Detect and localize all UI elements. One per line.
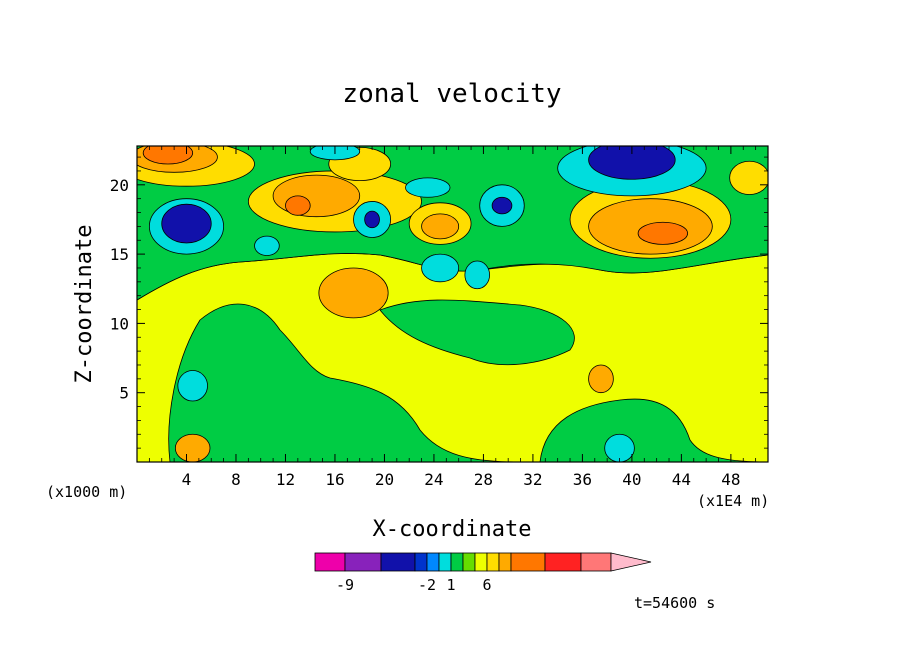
contour-region (421, 253, 460, 283)
contour-region (177, 370, 208, 402)
x-tick-label: 32 (523, 470, 542, 489)
contour-region (285, 195, 311, 216)
colorbar-tick-label: -9 (336, 576, 354, 594)
x-tick-label: 48 (721, 470, 740, 489)
contour-region (464, 260, 491, 290)
time-label: t=54600 s (634, 594, 715, 612)
colorbar-tick-label: 6 (482, 576, 491, 594)
colorbar-arrow (610, 552, 652, 572)
contour-region (254, 235, 280, 256)
contour-region (729, 160, 768, 195)
contour-region (174, 433, 211, 462)
contour-region (421, 213, 460, 240)
contour-region (491, 196, 513, 215)
velocity-field (137, 146, 768, 462)
y-unit-label: (x1000 m) (46, 483, 127, 501)
x-tick-label: 12 (276, 470, 295, 489)
x-tick-label: 44 (672, 470, 691, 489)
colorbar-box (580, 552, 612, 572)
colorbar-tick-label: -2 (418, 576, 436, 594)
colorbar-box (450, 552, 464, 572)
center-green-region (379, 299, 575, 366)
x-axis-label: X-coordinate (373, 517, 532, 542)
chart-title: zonal velocity (342, 79, 561, 109)
colorbar-box (414, 552, 428, 572)
contour-region (142, 146, 194, 165)
contour-region (588, 364, 614, 394)
x-tick-label: 24 (424, 470, 443, 489)
y-axis-label: Z-coordinate (72, 225, 97, 384)
y-tick-label: 15 (110, 245, 129, 264)
x-tick-label: 8 (231, 470, 241, 489)
colorbar-box (438, 552, 452, 572)
y-tick-label: 5 (119, 384, 129, 403)
contour-region (588, 146, 676, 180)
plot-frame (136, 145, 769, 463)
x-tick-label: 28 (474, 470, 493, 489)
colorbar-box (314, 552, 346, 572)
contour-region (637, 221, 688, 245)
contour-region (272, 174, 361, 218)
contour-region (405, 177, 451, 198)
colorbar-box (498, 552, 512, 572)
x-tick-label: 40 (622, 470, 641, 489)
contour-region (161, 203, 212, 244)
contour-regions (137, 146, 768, 462)
contour-region (364, 210, 380, 229)
contour-region (604, 433, 635, 462)
colorbar-box (486, 552, 500, 572)
colorbar-box (344, 552, 382, 572)
y-tick-label: 20 (110, 176, 129, 195)
colorbar-box (426, 552, 440, 572)
x-tick-label: 16 (325, 470, 344, 489)
colorbar-box (510, 552, 546, 572)
x-tick-label: 20 (375, 470, 394, 489)
right-green-region (539, 398, 768, 462)
x-tick-label: 4 (182, 470, 192, 489)
y-axis: 5 10 15 20 (110, 156, 768, 449)
y-tick-label: 10 (110, 314, 129, 333)
colorbar: -9 -2 1 6 (314, 552, 652, 594)
colorbar-tick-label: 1 (446, 576, 455, 594)
colorbar-box (380, 552, 416, 572)
x-axis: 4 8 12 16 20 24 28 32 36 40 44 48 (148, 146, 757, 489)
x-unit-label: (x1E4 m) (697, 492, 769, 510)
colorbar-box (474, 552, 488, 572)
colorbar-box (544, 552, 582, 572)
mid-green-region (168, 303, 521, 462)
contour-region (318, 267, 389, 319)
x-tick-label: 36 (573, 470, 592, 489)
colorbar-box (462, 552, 476, 572)
